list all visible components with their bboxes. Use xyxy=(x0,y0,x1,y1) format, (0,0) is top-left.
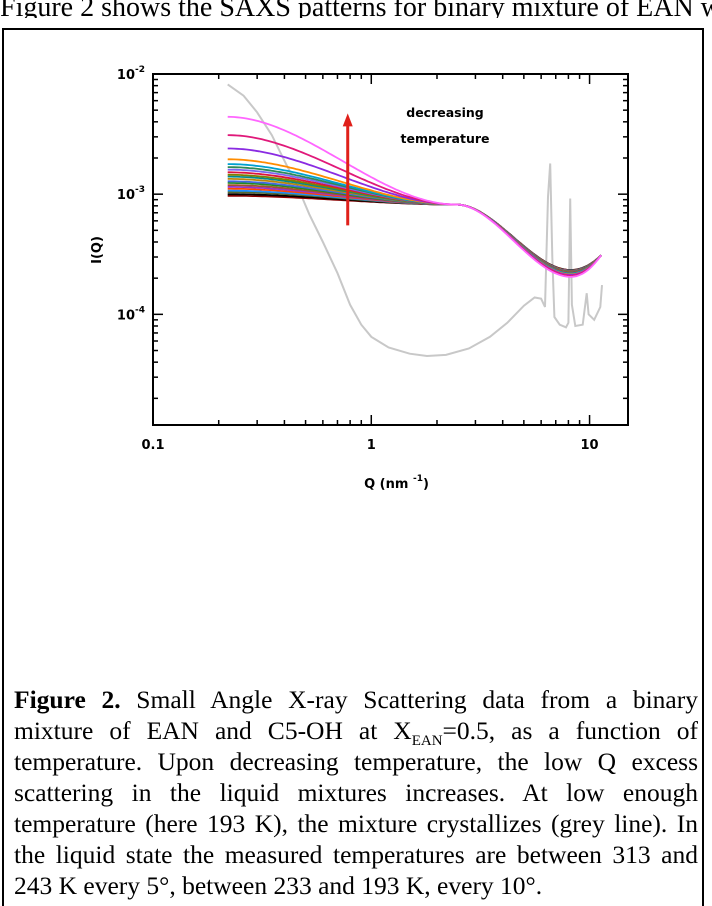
annotation-line2: temperature xyxy=(400,131,489,146)
caption-text-part1: Small Angle X-ray Scattering data from a… xyxy=(14,685,698,745)
liquid-series-line-1 xyxy=(227,115,602,278)
y-tick-label: 10-3 xyxy=(117,185,145,203)
y-tick-label: 10-2 xyxy=(117,65,145,83)
figure-caption: Figure 2. Small Angle X-ray Scattering d… xyxy=(14,684,698,901)
tick-layer xyxy=(152,73,628,425)
figure-frame xyxy=(2,28,704,906)
liquid-series-line-20 xyxy=(227,194,602,271)
top-text-fragment: Figure 2 shows the SAXS patterns for bin… xyxy=(0,0,712,18)
crystal-series-line xyxy=(227,83,603,358)
temperature-arrow-head xyxy=(342,113,353,127)
caption-label: Figure 2. xyxy=(14,685,121,714)
plot-frame xyxy=(152,73,629,426)
x-tick-label: 1 xyxy=(367,438,376,453)
saxs-chart: 0.1 1 10 10-2 10-3 10-4 decreasing temperature… xyxy=(90,65,629,492)
tick-label-layer: 0.1 1 10 10-2 10-3 10-4 xyxy=(117,65,599,453)
axis-label-layer: Q (nm -1) I(Q) xyxy=(90,236,429,492)
annotation-line1: decreasing xyxy=(406,105,483,120)
liquid-series-line-3 xyxy=(227,147,602,276)
caption-text-part2: =0.5, as a function of temperature. Upon… xyxy=(14,716,698,900)
y-tick-label: 10-4 xyxy=(117,305,145,323)
x-tick-label: 10 xyxy=(581,438,599,453)
series-layer xyxy=(227,83,603,358)
annotation-layer: decreasing temperature xyxy=(342,105,490,226)
x-tick-label: 0.1 xyxy=(141,438,164,453)
x-axis-label: Q (nm -1) xyxy=(364,474,429,492)
y-axis-label: I(Q) xyxy=(90,236,105,264)
caption-subscript: EAN xyxy=(411,733,443,750)
liquid-series-line-19 xyxy=(227,193,602,272)
